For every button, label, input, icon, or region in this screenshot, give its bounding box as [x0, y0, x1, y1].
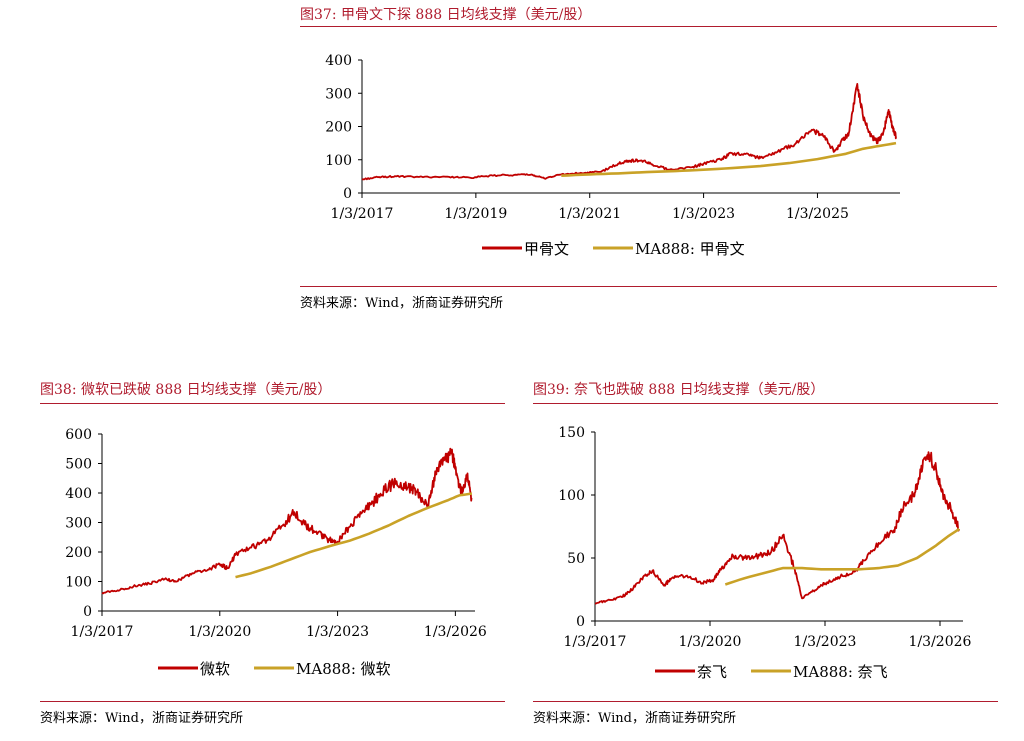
- source-rule: [533, 701, 998, 702]
- chart-title: 图39: 奈飞也跌破 888 日均线支撑（美元/股）: [533, 382, 825, 398]
- x-tick-label: 1/3/2019: [444, 206, 507, 222]
- ma888-series-line: [235, 492, 473, 579]
- source-rule: [40, 701, 505, 702]
- x-tick-label: 1/3/2023: [794, 634, 857, 650]
- y-tick-label: 600: [65, 427, 92, 443]
- x-tick-label: 1/3/2026: [909, 634, 972, 650]
- axes: 0 100 200 300 400 500 600 1/3/2017 1/3/2020 1/3/2…: [65, 427, 487, 640]
- price-series-line: [101, 447, 473, 595]
- x-tick-label: 1/3/2017: [331, 206, 394, 222]
- price-series-line: [594, 451, 961, 605]
- netflix-line-chart: 0 50 100 150 1/3/2017 1/3/2020 1/3/2023 1/3/202…: [558, 425, 971, 681]
- ma888-series-line: [561, 141, 897, 177]
- y-tick-label: 100: [325, 153, 352, 169]
- chart-title: 图38: 微软已跌破 888 日均线支撑（美元/股）: [40, 382, 332, 398]
- x-tick-label: 1/3/2023: [672, 206, 735, 222]
- legend: 奈飞 MA888: 奈飞: [655, 663, 888, 681]
- legend-label: 奈飞: [697, 663, 727, 681]
- x-tick-label: 1/3/2023: [306, 624, 369, 640]
- price-series-line: [361, 83, 897, 181]
- legend-label: MA888: 微软: [296, 660, 391, 678]
- y-tick-label: 50: [567, 551, 585, 567]
- oracle-line-chart: 0 100 200 300 400 1/3/2017 1/3/2019 1/3/2021 1/3…: [325, 53, 900, 258]
- y-tick-label: 0: [83, 604, 92, 620]
- x-tick-label: 1/3/2025: [786, 206, 849, 222]
- x-tick-label: 1/3/2017: [564, 634, 627, 650]
- chart-panel-netflix: 图39: 奈飞也跌破 888 日均线支撑（美元/股） 0 50 100 150 1/3/…: [533, 375, 998, 735]
- ma888-series-line: [724, 527, 960, 586]
- y-tick-label: 0: [576, 614, 585, 630]
- y-tick-label: 300: [65, 516, 92, 532]
- x-tick-label: 1/3/2020: [679, 634, 742, 650]
- chart-title: 图37: 甲骨文下探 888 日均线支撑（美元/股）: [300, 7, 592, 23]
- legend-label: 微软: [200, 660, 230, 678]
- y-tick-label: 300: [325, 86, 352, 102]
- x-tick-label: 1/3/2017: [71, 624, 134, 640]
- source-note: 资料来源：Wind，浙商证券研究所: [300, 296, 503, 311]
- axes: 0 100 200 300 400 1/3/2017 1/3/2019 1/3/2021 1/3…: [325, 53, 900, 222]
- y-tick-label: 500: [65, 457, 92, 473]
- title-rule: [300, 26, 997, 27]
- title-rule: [40, 403, 505, 404]
- y-tick-label: 400: [325, 53, 352, 69]
- source-note: 资料来源：Wind，浙商证券研究所: [533, 711, 736, 726]
- y-tick-label: 100: [65, 575, 92, 591]
- legend-label: MA888: 奈飞: [793, 663, 888, 681]
- source-note: 资料来源：Wind，浙商证券研究所: [40, 711, 243, 726]
- source-rule: [300, 286, 997, 287]
- microsoft-line-chart: 0 100 200 300 400 500 600 1/3/2017 1/3/2020 1/3/2…: [65, 427, 487, 678]
- x-tick-label: 1/3/2026: [424, 624, 487, 640]
- y-tick-label: 400: [65, 486, 92, 502]
- title-rule: [533, 403, 998, 404]
- axes: 0 50 100 150 1/3/2017 1/3/2020 1/3/2023 1/3/202…: [558, 425, 971, 650]
- x-tick-label: 1/3/2021: [558, 206, 621, 222]
- y-tick-label: 150: [558, 425, 585, 441]
- legend: 甲骨文 MA888: 甲骨文: [482, 240, 745, 258]
- legend: 微软 MA888: 微软: [158, 660, 391, 678]
- y-tick-label: 100: [558, 488, 585, 504]
- legend-label: 甲骨文: [524, 240, 569, 258]
- y-tick-label: 200: [65, 545, 92, 561]
- legend-label: MA888: 甲骨文: [635, 240, 745, 258]
- x-tick-label: 1/3/2020: [188, 624, 251, 640]
- y-tick-label: 200: [325, 120, 352, 136]
- chart-panel-microsoft: 图38: 微软已跌破 888 日均线支撑（美元/股） 0 100 200 300 400…: [40, 375, 505, 735]
- chart-panel-oracle: 图37: 甲骨文下探 888 日均线支撑（美元/股） 0 100 200 300 400…: [300, 0, 997, 320]
- y-tick-label: 0: [343, 186, 352, 202]
